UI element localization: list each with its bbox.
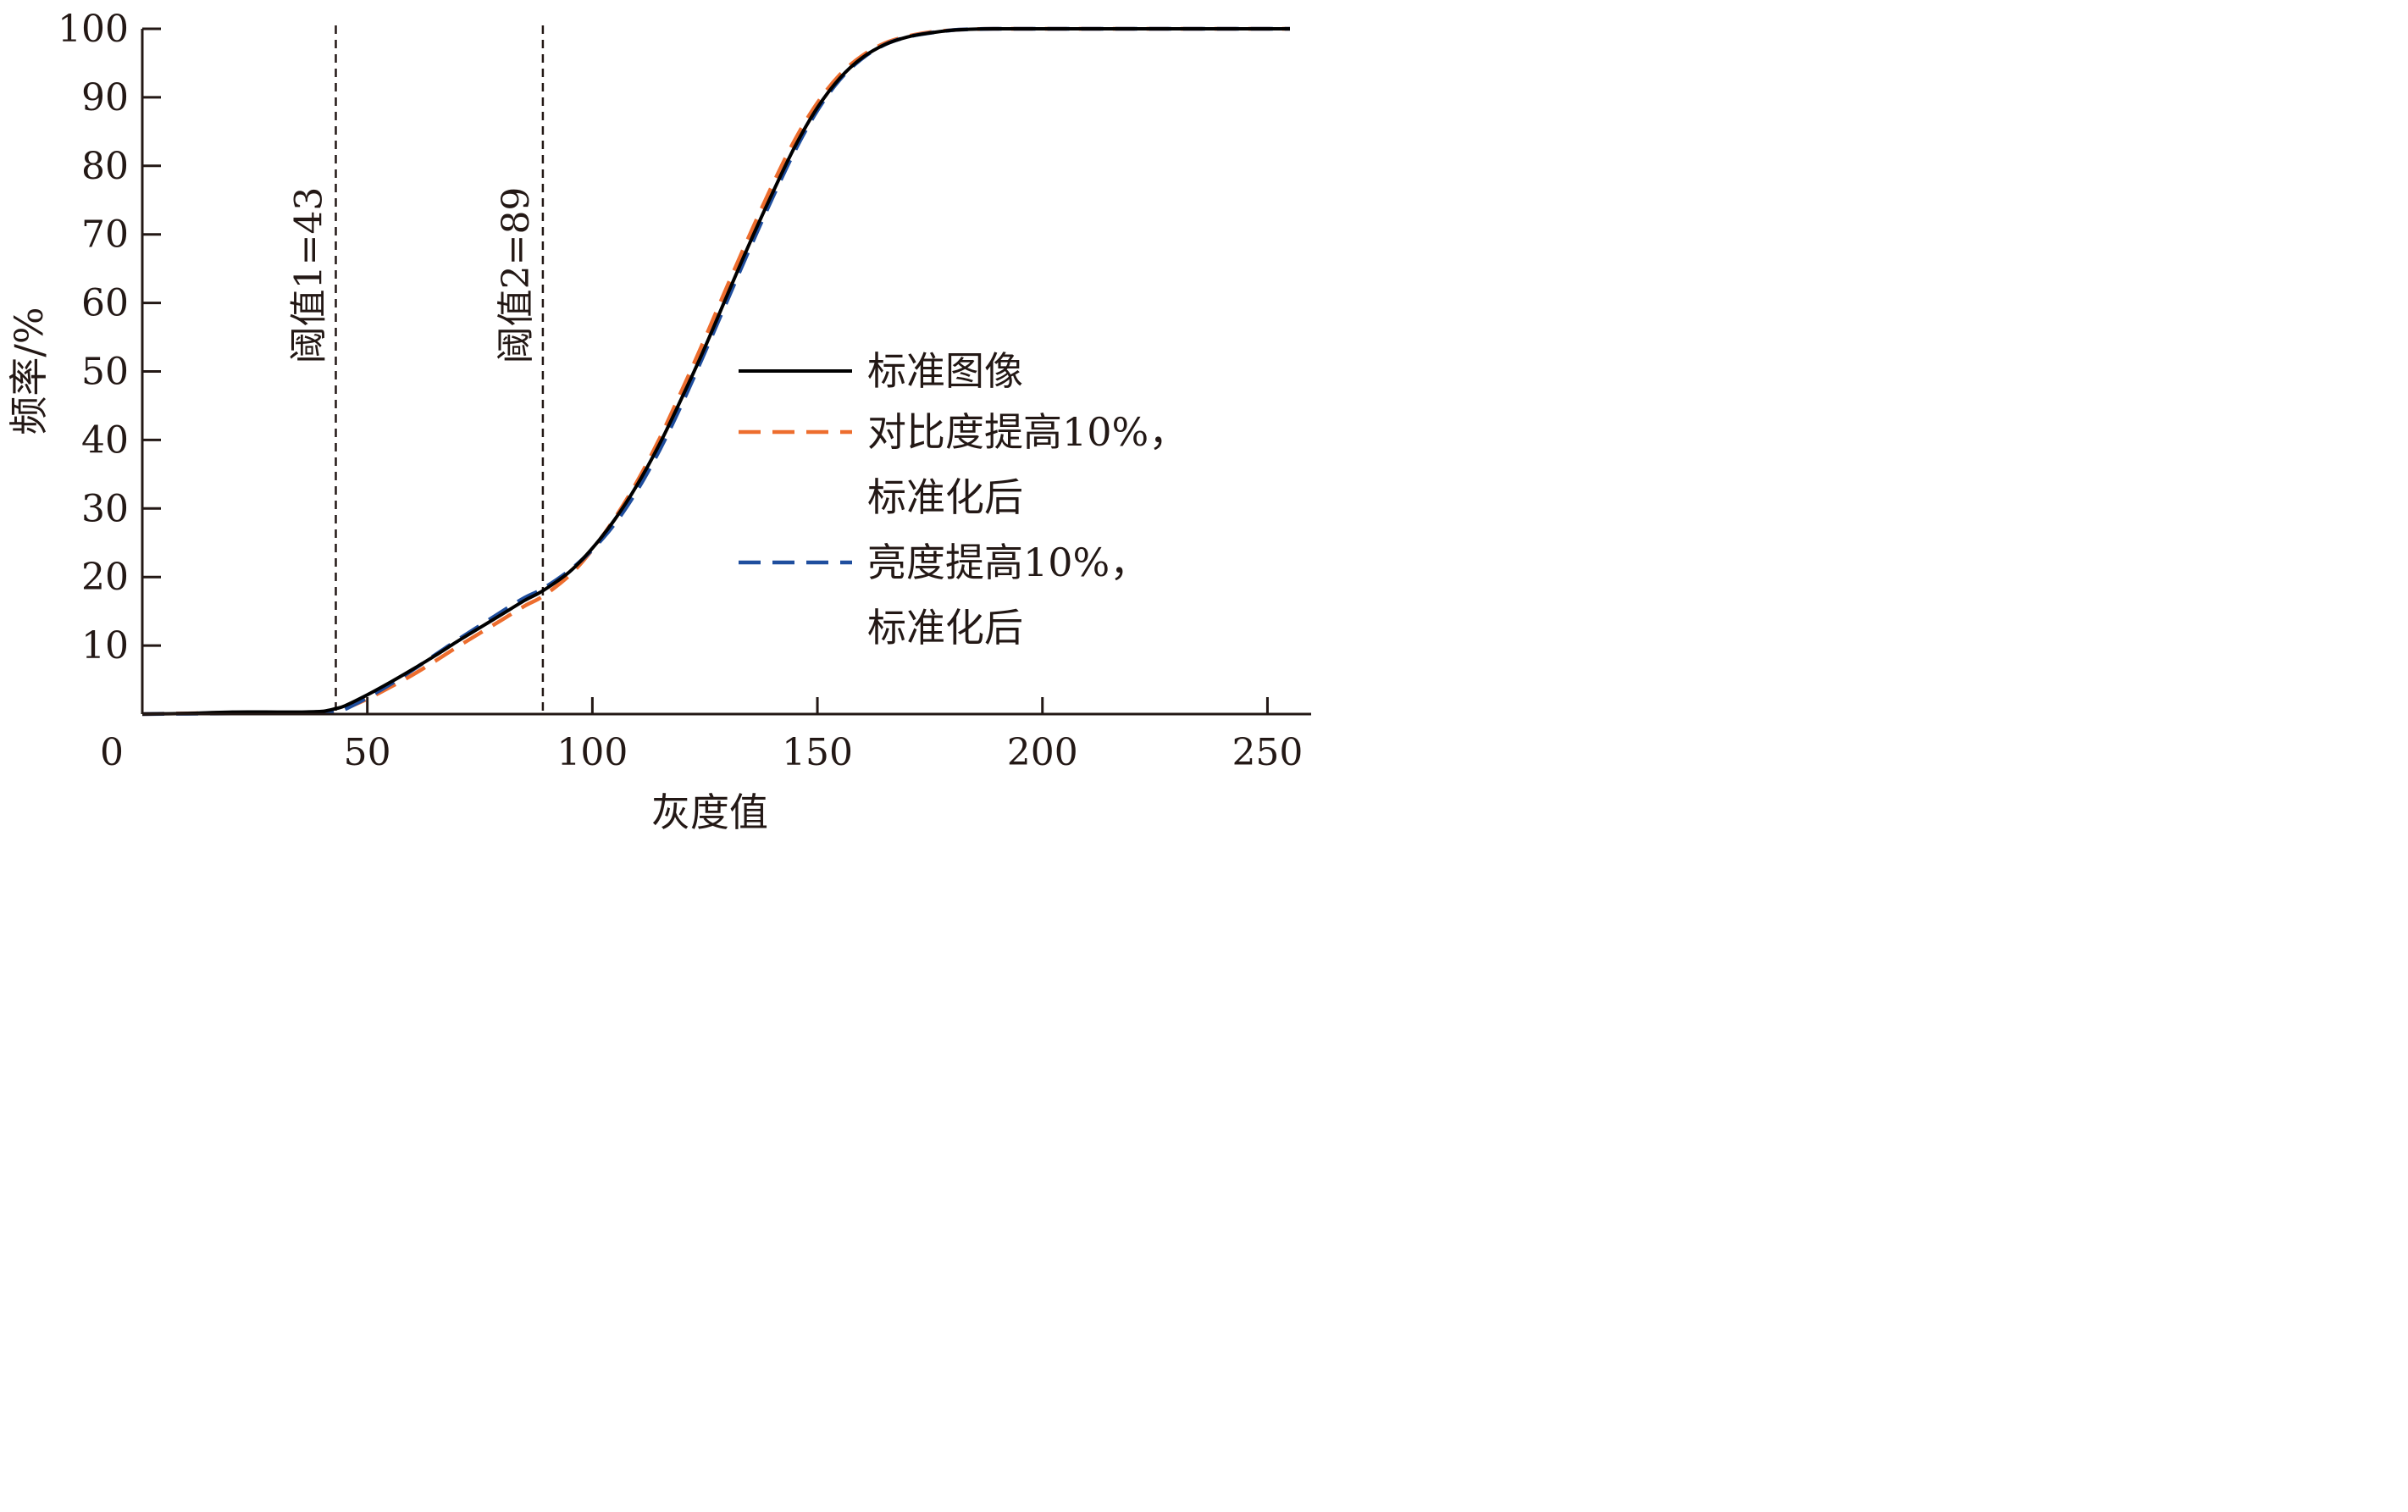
x-tick-label: 250 — [1232, 731, 1303, 774]
series-line-0 — [141, 26, 1290, 716]
threshold-label: 阈值1=43 — [287, 187, 330, 364]
y-axis-title: 频率/% — [6, 307, 52, 435]
legend-label-0: 标准图像 — [867, 348, 1023, 394]
y-tick-label: 50 — [81, 351, 129, 394]
cumulative-frequency-chart: 10 20 30 40 50 60 70 80 90 100 0 50 100 150 200 250 阈值1… — [6, 8, 1311, 835]
chart-container: 10 20 30 40 50 60 70 80 90 100 0 50 100 150 200 250 阈值1… — [0, 0, 1328, 835]
series-line-1 — [141, 26, 1290, 717]
y-tick-label: 100 — [58, 8, 129, 51]
series-line-2 — [141, 26, 1290, 717]
legend-label-2: 标准化后 — [867, 605, 1023, 651]
y-tick-label: 80 — [81, 145, 129, 188]
y-tick-label: 30 — [81, 487, 129, 530]
x-tick-label: 200 — [1007, 731, 1078, 774]
y-tick-label: 10 — [81, 624, 129, 667]
legend-label-2: 亮度提高10%， — [867, 540, 1149, 585]
y-tick-label: 70 — [81, 213, 129, 257]
threshold-label: 阈值2=89 — [495, 187, 538, 364]
x-tick-label: 50 — [344, 731, 391, 774]
y-tick-label: 20 — [81, 556, 129, 599]
x-tick-label: 150 — [782, 731, 853, 774]
x-tick-label: 100 — [556, 731, 628, 774]
legend-label-1: 标准化后 — [867, 474, 1023, 520]
x-tick-label: 0 — [100, 731, 124, 774]
y-tick-label: 40 — [81, 418, 129, 462]
y-tick-label: 90 — [81, 76, 129, 119]
legend-label-1: 对比度提高10%， — [867, 409, 1187, 455]
x-axis-title: 灰度值 — [651, 789, 768, 835]
y-tick-label: 60 — [81, 282, 129, 325]
